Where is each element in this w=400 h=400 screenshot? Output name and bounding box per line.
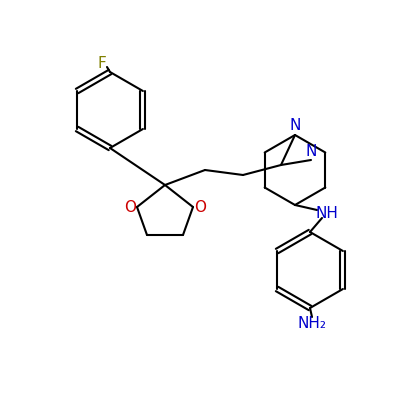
Text: F: F	[98, 56, 106, 72]
Text: N: N	[289, 118, 301, 134]
Text: O: O	[194, 200, 206, 214]
Text: O: O	[124, 200, 136, 214]
Text: NH₂: NH₂	[298, 316, 326, 330]
Text: N: N	[305, 144, 317, 160]
Text: NH: NH	[316, 206, 338, 220]
